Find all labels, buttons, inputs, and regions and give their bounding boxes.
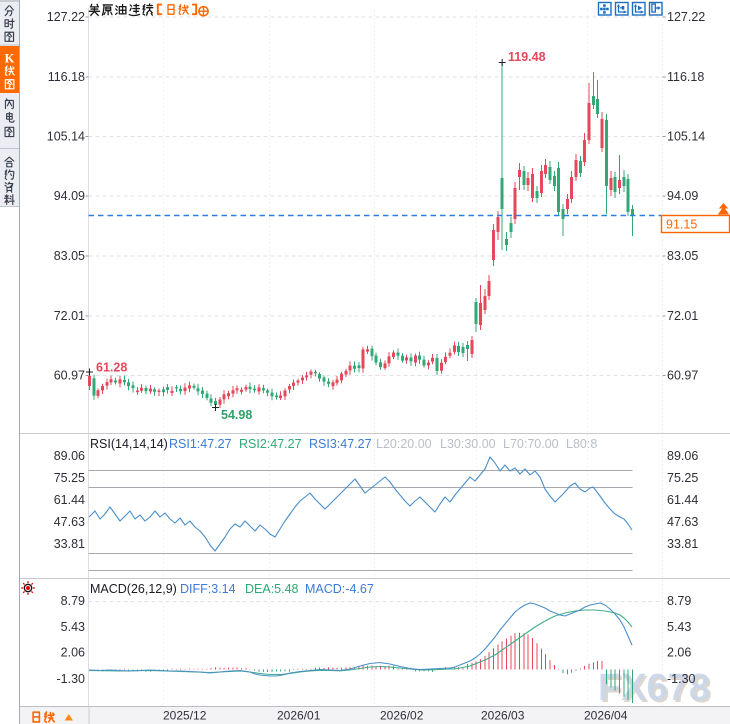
svg-text:2.06: 2.06 xyxy=(61,646,85,660)
svg-text:116.18: 116.18 xyxy=(48,70,85,84)
svg-text:116.18: 116.18 xyxy=(667,70,704,84)
svg-text:5.43: 5.43 xyxy=(61,620,85,634)
svg-text:L70:70.00: L70:70.00 xyxy=(503,437,559,451)
svg-text:61.44: 61.44 xyxy=(667,493,698,507)
svg-text:94.09: 94.09 xyxy=(667,189,698,203)
svg-text:RSI3:47.27: RSI3:47.27 xyxy=(309,437,372,451)
svg-text:127.22: 127.22 xyxy=(47,10,85,24)
svg-text:RSI1:47.27: RSI1:47.27 xyxy=(169,437,232,451)
svg-text:61.28: 61.28 xyxy=(96,361,127,375)
svg-text:119.48: 119.48 xyxy=(508,50,546,64)
svg-text:2026/03: 2026/03 xyxy=(481,709,525,723)
svg-text:47.63: 47.63 xyxy=(54,515,85,529)
svg-text:L30:30.00: L30:30.00 xyxy=(440,437,496,451)
svg-text:L20:20.00: L20:20.00 xyxy=(376,437,432,451)
svg-text:L80:8: L80:8 xyxy=(566,437,597,451)
svg-text:72.01: 72.01 xyxy=(667,309,698,323)
svg-text:75.25: 75.25 xyxy=(54,471,85,485)
svg-text:105.14: 105.14 xyxy=(667,130,705,144)
svg-text:61.44: 61.44 xyxy=(54,493,85,507)
svg-text:89.06: 89.06 xyxy=(54,449,85,463)
svg-text:RSI(14,14,14): RSI(14,14,14) xyxy=(90,437,168,451)
svg-text:-1.30: -1.30 xyxy=(57,672,86,686)
svg-text:-1.30: -1.30 xyxy=(667,672,696,686)
svg-text:RSI2:47.27: RSI2:47.27 xyxy=(239,437,302,451)
svg-text:K: K xyxy=(5,52,15,66)
svg-text:91.15: 91.15 xyxy=(666,218,697,232)
svg-text:83.05: 83.05 xyxy=(667,249,698,263)
svg-text:127.22: 127.22 xyxy=(667,10,705,24)
svg-text:2026/02: 2026/02 xyxy=(380,709,424,723)
svg-text:8.79: 8.79 xyxy=(61,594,85,608)
svg-text:54.98: 54.98 xyxy=(221,408,252,422)
svg-text:47.63: 47.63 xyxy=(667,515,698,529)
svg-text:33.81: 33.81 xyxy=(667,537,698,551)
svg-text:MACD(26,12,9): MACD(26,12,9) xyxy=(90,582,177,596)
svg-text:FX678: FX678 xyxy=(598,667,710,709)
svg-text:72.01: 72.01 xyxy=(54,309,85,323)
svg-text:2026/01: 2026/01 xyxy=(277,709,321,723)
svg-text:105.14: 105.14 xyxy=(47,130,85,144)
svg-text:2.06: 2.06 xyxy=(667,646,691,660)
svg-text:94.09: 94.09 xyxy=(54,189,85,203)
svg-text:33.81: 33.81 xyxy=(54,537,85,551)
svg-text:60.97: 60.97 xyxy=(54,369,85,383)
svg-text:2026/04: 2026/04 xyxy=(584,709,628,723)
svg-text:8.79: 8.79 xyxy=(667,594,691,608)
svg-text:60.97: 60.97 xyxy=(667,369,698,383)
svg-text:FX678: FX678 xyxy=(600,669,712,711)
svg-text:5.43: 5.43 xyxy=(667,620,691,634)
svg-text:75.25: 75.25 xyxy=(667,471,698,485)
svg-text:DEA:5.48: DEA:5.48 xyxy=(245,582,299,596)
svg-text:83.05: 83.05 xyxy=(54,249,85,263)
svg-text:2025/12: 2025/12 xyxy=(163,709,207,723)
svg-text:DIFF:3.14: DIFF:3.14 xyxy=(180,582,236,596)
svg-text:MACD:-4.67: MACD:-4.67 xyxy=(305,582,374,596)
svg-text:89.06: 89.06 xyxy=(667,449,698,463)
